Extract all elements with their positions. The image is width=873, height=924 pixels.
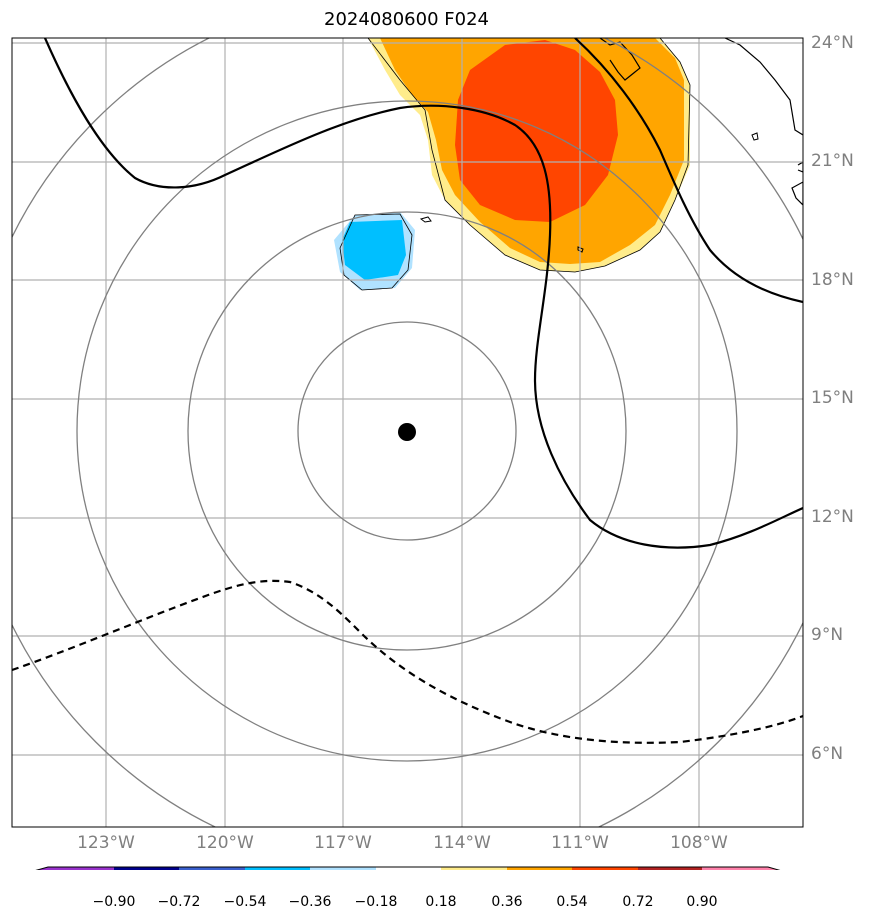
colorbar-tick-label: 0.36 [491, 894, 523, 910]
contour-line [574, 38, 803, 304]
map-figure [11, 37, 804, 870]
colorbar-tick-label: 0.54 [556, 894, 588, 910]
colorbar-tick-label: −0.90 [92, 894, 136, 910]
latitude-label: 24°N [811, 33, 854, 53]
longitude-label: 108°W [670, 833, 728, 853]
contour-line [43, 38, 803, 549]
colorbar-segment [638, 867, 702, 870]
longitude-label: 111°W [551, 833, 609, 853]
coastline [797, 161, 803, 173]
colorbar-tick-label: −0.72 [157, 894, 201, 910]
map-frame [11, 37, 804, 828]
coastline [599, 38, 641, 81]
storm-center-marker [398, 423, 416, 441]
range-rings [12, 38, 803, 827]
colorbar-tick-label: −0.36 [288, 894, 332, 910]
warm-anomaly-outline [367, 38, 691, 273]
small-contour [577, 246, 584, 253]
longitude-label: 123°W [77, 833, 135, 853]
cool-anomaly-mid [342, 220, 406, 280]
colorbar-tick-label: −0.54 [223, 894, 267, 910]
colorbar-tick-label: 0.90 [686, 894, 718, 910]
coastline [791, 181, 803, 206]
colorbar-tick-label: −0.18 [354, 894, 398, 910]
colorbar-segment [572, 867, 638, 870]
colorbar-segment [48, 867, 114, 870]
longitude-label: 120°W [196, 833, 254, 853]
latitude-label: 21°N [811, 151, 854, 171]
colorbar-segment [702, 867, 768, 870]
coastline [724, 38, 803, 136]
gridlines [12, 38, 803, 827]
latitude-label: 18°N [811, 270, 854, 290]
map-title: 2024080600 F024 [324, 9, 489, 30]
colorbar-tick-label: 0.72 [622, 894, 654, 910]
colorbar-segment [114, 867, 179, 870]
dashed-contour-line [12, 579, 803, 744]
latitude-label: 9°N [811, 625, 844, 645]
latitude-label: 6°N [811, 744, 844, 764]
latitude-label: 12°N [811, 507, 854, 527]
colorbar-segment [376, 867, 441, 870]
colorbar-segment [507, 867, 572, 870]
longitude-label: 114°W [433, 833, 491, 853]
colorbar-segment [441, 867, 507, 870]
colorbar-segment [179, 867, 245, 870]
colorbar-outline [35, 866, 781, 870]
small-contour [419, 216, 432, 223]
latitude-label: 15°N [811, 388, 854, 408]
colorbar-segment [245, 867, 310, 870]
colorbar [35, 866, 781, 870]
colorbar-tick-label: 0.18 [425, 894, 457, 910]
longitude-label: 117°W [314, 833, 372, 853]
small-contour [751, 132, 759, 141]
colorbar-segment [310, 867, 376, 870]
cool-anomaly-outline [339, 213, 413, 291]
warm-anomaly-strong [455, 40, 618, 222]
